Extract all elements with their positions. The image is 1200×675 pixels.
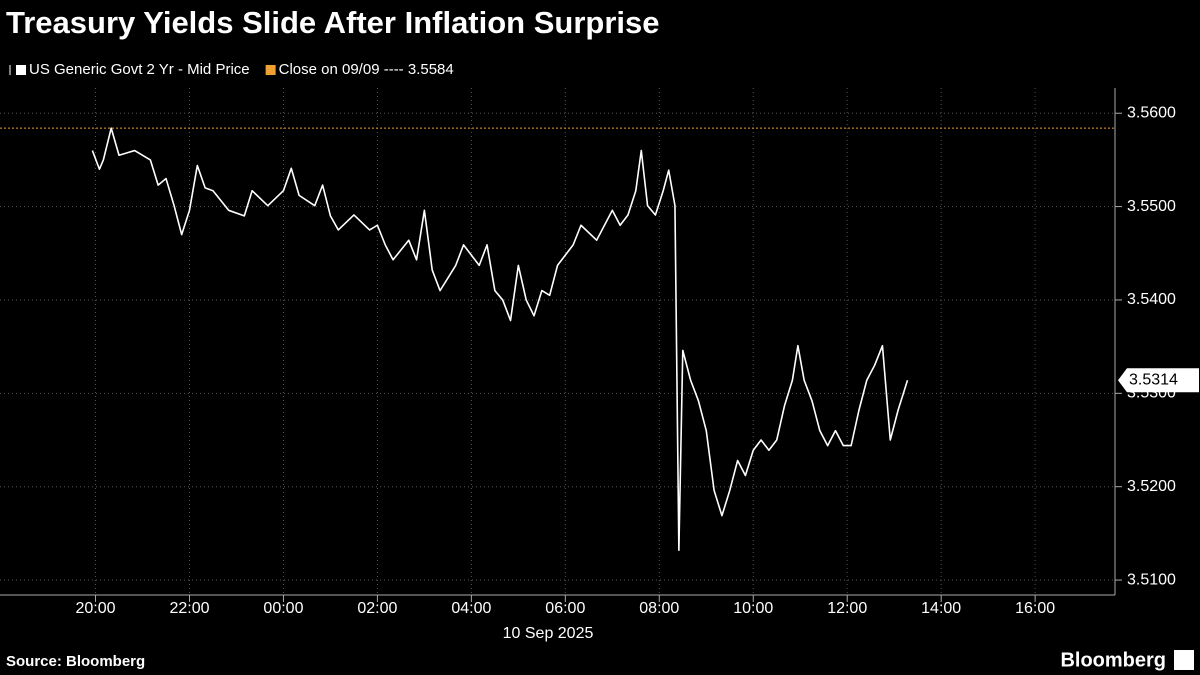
x-tick-label: 10:00 xyxy=(733,600,773,617)
y-tick-label: 3.5500 xyxy=(1127,198,1176,215)
source: Source: Bloomberg xyxy=(6,653,145,670)
x-tick-label: 20:00 xyxy=(76,600,116,617)
y-tick-label: 3.5400 xyxy=(1127,291,1176,308)
y-tick-label: 3.5600 xyxy=(1127,104,1176,121)
x-tick-label: 00:00 xyxy=(263,600,303,617)
last-value-label: 3.5314 xyxy=(1129,371,1178,388)
x-tick-label: 12:00 xyxy=(827,600,867,617)
legend-label: US Generic Govt 2 Yr - Mid Price xyxy=(29,61,250,78)
brand: Bloomberg xyxy=(1060,649,1166,671)
last-value-box xyxy=(1118,368,1199,393)
y-tick-label: 3.5200 xyxy=(1127,478,1176,495)
y-tick-label: 3.5100 xyxy=(1127,571,1176,588)
x-tick-label: 16:00 xyxy=(1015,600,1055,617)
legend-swatch xyxy=(265,65,276,75)
x-tick-label: 14:00 xyxy=(921,600,961,617)
legend-label: Close on 09/09 ---- 3.5584 xyxy=(279,61,454,78)
x-axis-label: 10 Sep 2025 xyxy=(503,625,594,642)
chart-title: Treasury Yields Slide After Inflation Su… xyxy=(6,5,660,40)
x-tick-label: 08:00 xyxy=(639,600,679,617)
legend-swatch xyxy=(16,65,26,75)
x-tick-label: 02:00 xyxy=(357,600,397,617)
x-tick-label: 22:00 xyxy=(169,600,209,617)
brand-icon xyxy=(1174,650,1194,670)
series-line xyxy=(91,127,909,551)
x-tick-label: 06:00 xyxy=(545,600,585,617)
x-tick-label: 04:00 xyxy=(451,600,491,617)
